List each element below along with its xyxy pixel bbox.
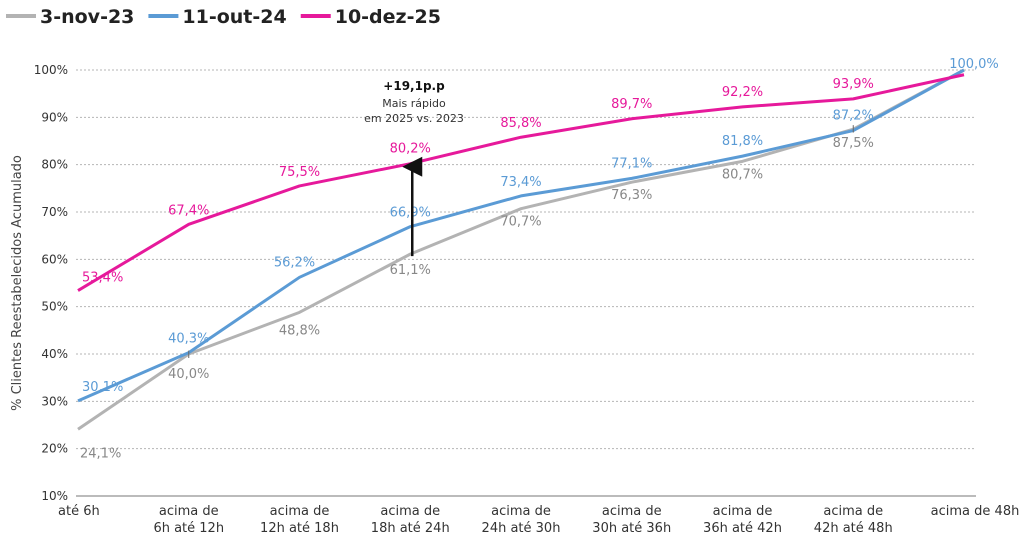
data-label: 67,4% (168, 203, 209, 218)
y-tick-label: 70% (41, 205, 68, 219)
y-tick-label: 30% (41, 394, 68, 408)
data-label: 48,8% (279, 323, 320, 338)
data-label: 81,8% (722, 134, 763, 149)
series-line-1 (77, 68, 965, 403)
y-tick-label: 80% (41, 158, 68, 172)
x-tick-label: até 6h (58, 504, 100, 519)
data-label: 93,9% (833, 77, 874, 92)
x-tick-label: acima de 24h até 30h (482, 504, 561, 536)
annotation-text: em 2025 vs. 2023 (364, 112, 464, 125)
data-label: 53,4% (82, 271, 123, 286)
y-tick-label: 90% (41, 110, 68, 124)
y-tick-label: 100% (34, 63, 68, 77)
x-tick-label: acima de 18h até 24h (371, 504, 450, 536)
data-label: 73,4% (500, 175, 541, 190)
annotation-title: +19,1p.p (383, 79, 445, 93)
data-label: 66,9% (390, 206, 431, 221)
legend-item: 3-nov-23 (40, 6, 134, 28)
y-tick-label: 10% (41, 489, 68, 503)
y-tick-label: 20% (41, 442, 68, 456)
x-tick-label: acima de 48h (931, 504, 1020, 519)
data-labels: 24,1% 40,0% 48,8% 61,1% 70,7% 76,3% 80,7% 87,5%… (80, 57, 999, 461)
y-tick-label: 60% (41, 252, 68, 266)
x-tick-label: acima de 36h até 42h (703, 504, 782, 536)
data-label: 77,1% (611, 156, 652, 171)
legend-item: 10-dez-25 (335, 6, 441, 28)
x-tick-label: acima de 6h até 12h (153, 504, 224, 536)
data-label: 100,0% (949, 57, 999, 72)
series-lines (77, 68, 965, 431)
data-label: 24,1% (80, 446, 121, 461)
x-tick-label: acima de 30h até 36h (592, 504, 671, 536)
data-label: 87,2% (833, 109, 874, 124)
annotation: +19,1p.p Mais rápido em 2025 vs. 2023 (364, 79, 464, 257)
data-label: 87,5% (833, 136, 874, 151)
series-line-2 (77, 73, 965, 292)
data-label: 85,8% (500, 116, 541, 131)
data-label: 75,5% (279, 165, 320, 180)
data-label: 80,7% (722, 167, 763, 182)
y-tick-label: 50% (41, 300, 68, 314)
grid-lines (76, 69, 976, 450)
data-label: 70,7% (500, 215, 541, 230)
legend: 3-nov-23 11-out-24 10-dez-25 (6, 6, 441, 28)
data-label: 89,7% (611, 97, 652, 112)
data-label: 30,1% (82, 380, 123, 395)
x-axis-ticks: até 6h acima de 6h até 12h acima de 12h até … (58, 504, 1019, 536)
data-label: 40,0% (168, 367, 209, 382)
data-label: 80,2% (390, 142, 431, 157)
x-tick-label: acima de 42h até 48h (814, 504, 893, 536)
data-label: 40,3% (168, 332, 209, 347)
y-axis-label: % Clientes Reestabelecidos Acumulado (10, 155, 25, 411)
x-tick-label: acima de 12h até 18h (260, 504, 339, 536)
legend-item: 11-out-24 (182, 6, 286, 28)
data-label: 76,3% (611, 188, 652, 203)
y-tick-label: 40% (41, 347, 68, 361)
y-axis-ticks: 10% 20% 30% 40% 50% 60% 70% 80% 90% 100% (34, 63, 68, 503)
data-label: 56,2% (274, 255, 315, 270)
data-label: 92,2% (722, 85, 763, 100)
annotation-text: Mais rápido (382, 97, 446, 110)
data-label: 61,1% (390, 263, 431, 278)
